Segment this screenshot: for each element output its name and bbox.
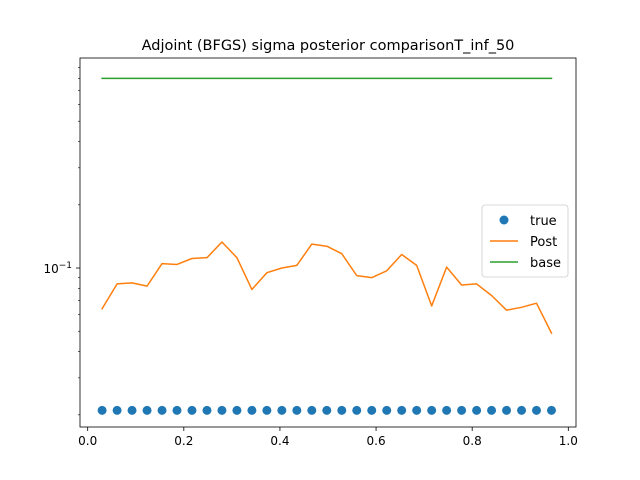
data-point-true: [487, 405, 497, 415]
legend-label-post: Post: [530, 235, 557, 250]
x-tick-label: 0.0: [78, 434, 97, 448]
data-point-true: [546, 405, 556, 415]
data-point-true: [127, 405, 137, 415]
data-point-true: [112, 405, 122, 415]
legend-label-true: true: [530, 214, 557, 229]
data-point-true: [202, 405, 212, 415]
x-tick-label: 0.8: [463, 434, 482, 448]
chart-title: Adjoint (BFGS) sigma posterior compariso…: [142, 38, 515, 54]
data-point-true: [531, 405, 541, 415]
x-tick-label: 0.6: [367, 434, 386, 448]
data-point-true: [517, 405, 527, 415]
plot-area: [97, 77, 556, 415]
legend: true Post base: [481, 204, 569, 278]
axes: 0.0 0.2 0.4 0.6 0.8 1.0 10−1: [43, 57, 578, 448]
data-point-true: [262, 405, 272, 415]
data-point-true: [472, 405, 482, 415]
x-tick-label: 1.0: [559, 434, 578, 448]
data-point-true: [502, 405, 512, 415]
data-point-true: [442, 405, 452, 415]
series-line-post: [101, 241, 553, 335]
data-point-true: [232, 405, 242, 415]
data-point-true: [142, 405, 152, 415]
data-point-true: [172, 405, 182, 415]
data-point-true: [292, 405, 302, 415]
data-point-true: [457, 405, 467, 415]
data-point-true: [322, 405, 332, 415]
x-tick-label: 0.4: [270, 434, 289, 448]
x-tick-label: 0.2: [174, 434, 193, 448]
data-point-true: [247, 405, 257, 415]
data-point-true: [382, 405, 392, 415]
axes-frame: [79, 57, 577, 428]
data-point-true: [307, 405, 317, 415]
y-tick-label: 10−1: [43, 261, 72, 276]
data-point-true: [337, 405, 347, 415]
legend-label-base: base: [530, 256, 561, 271]
data-point-true: [277, 405, 287, 415]
data-point-true: [397, 405, 407, 415]
data-point-true: [367, 405, 377, 415]
data-point-true: [97, 405, 107, 415]
data-point-true: [187, 405, 197, 415]
data-point-true: [427, 405, 437, 415]
data-point-true: [412, 405, 422, 415]
data-point-true: [217, 405, 227, 415]
data-point-true: [157, 405, 167, 415]
legend-swatch-true: [499, 215, 509, 225]
data-point-true: [352, 405, 362, 415]
